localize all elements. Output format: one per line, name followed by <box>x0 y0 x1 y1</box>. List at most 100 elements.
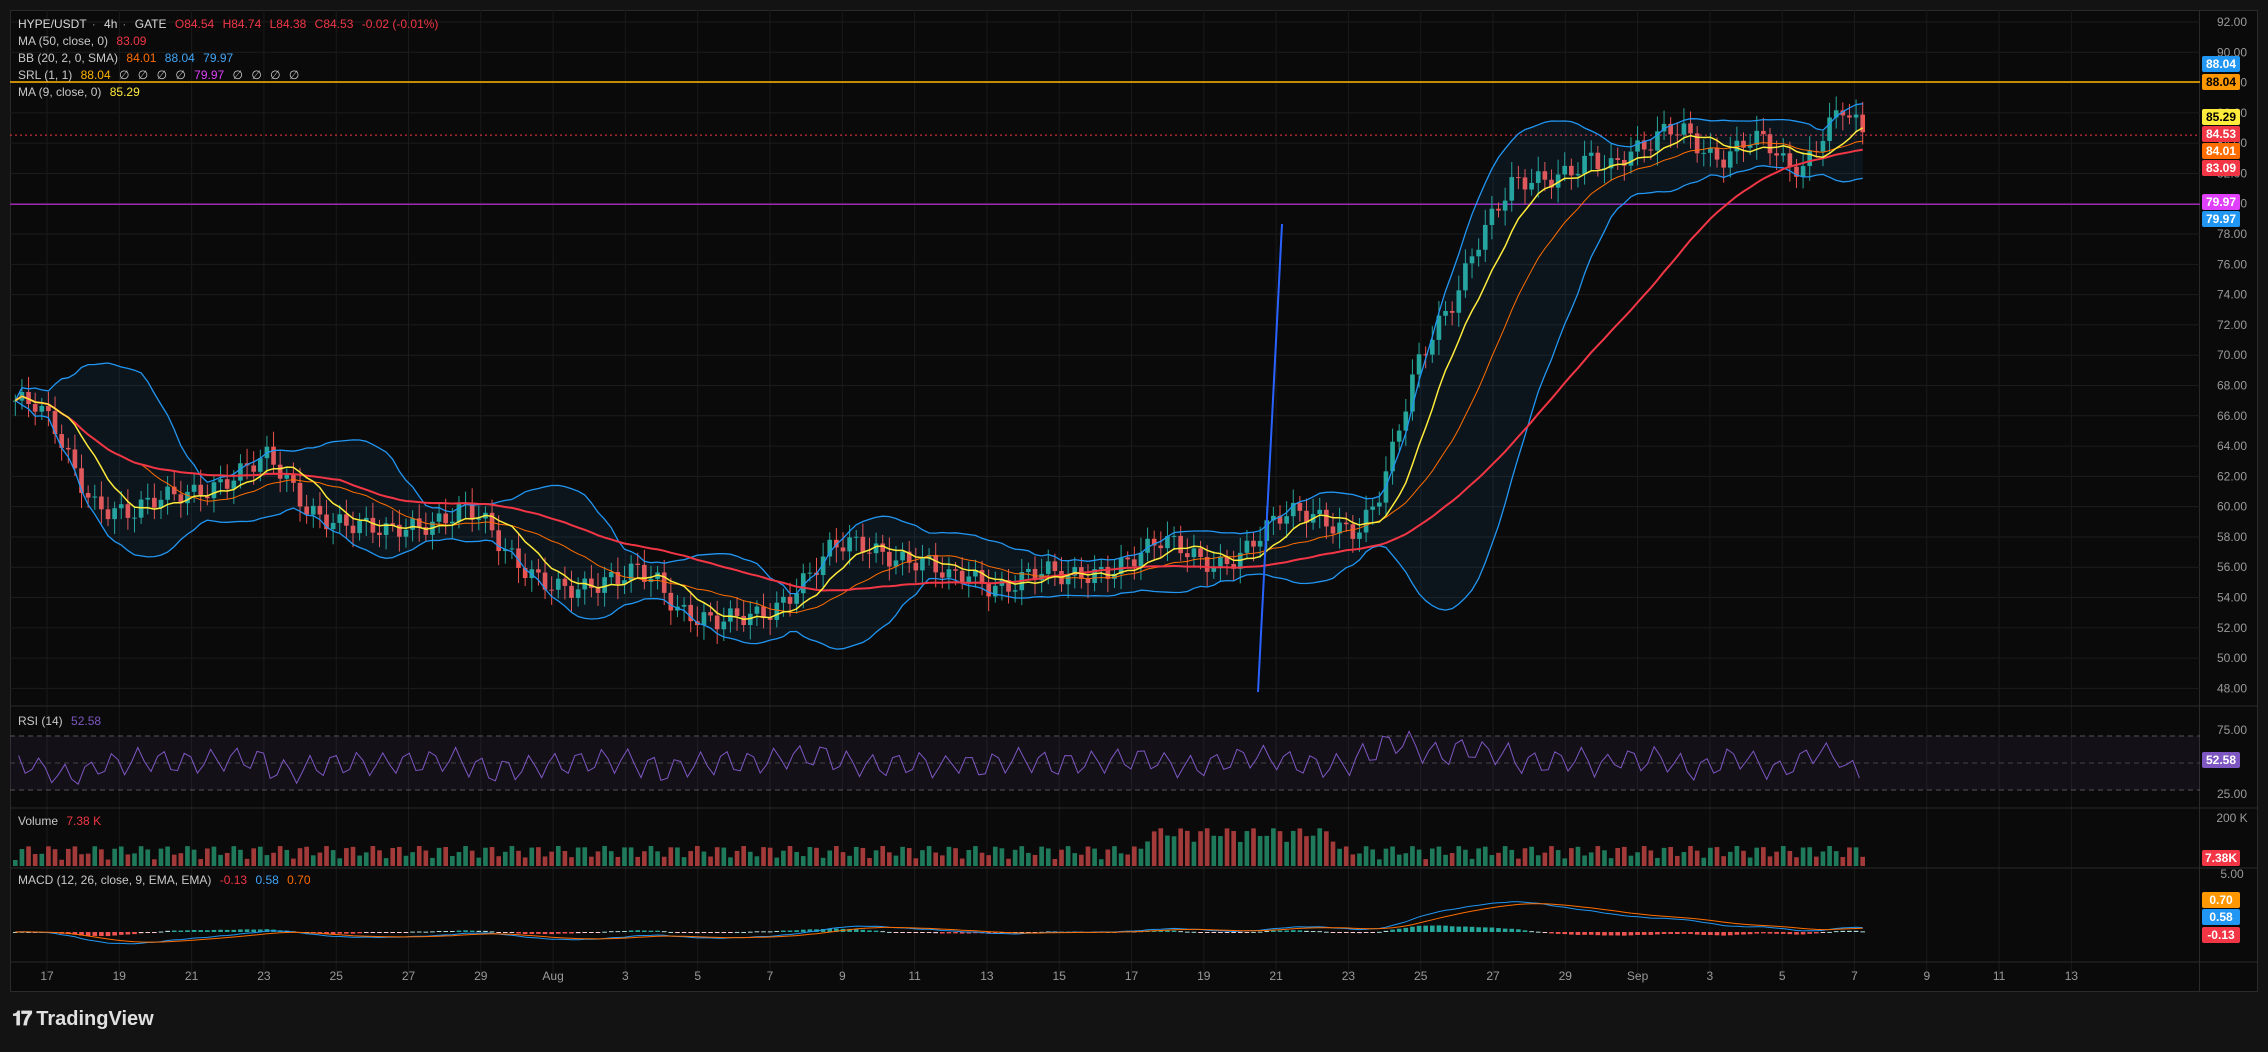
volume-bar <box>344 848 349 866</box>
volume-bar <box>1708 847 1713 866</box>
macd-signal-line <box>15 903 1863 943</box>
macd-histogram-bar <box>1727 932 1733 936</box>
candle-body <box>516 548 521 568</box>
macd-histogram-bar <box>1324 931 1329 933</box>
candle-body <box>85 493 91 498</box>
volume-label: Volume <box>18 814 59 828</box>
macd-histogram-bar <box>1549 932 1554 934</box>
volume-bar <box>383 858 389 866</box>
volume-bar <box>1476 848 1481 866</box>
time-tick-label: 11 <box>1993 969 2006 983</box>
candle-body <box>344 514 349 526</box>
macd-histogram-bar <box>171 930 177 932</box>
macd-histogram-bar <box>1794 932 1799 935</box>
candle-body <box>1443 310 1448 316</box>
macd-histogram-bar <box>218 929 223 932</box>
volume-bar <box>1363 846 1369 866</box>
ma9-legend[interactable]: MA (9, close, 0) 85.29 <box>18 85 145 99</box>
macd-histogram-bar <box>741 931 746 933</box>
candle-body <box>158 499 164 508</box>
candle-body <box>1085 578 1091 584</box>
srl-legend[interactable]: SRL (1, 1) 88.04 ∅ ∅ ∅ ∅ 79.97 ∅ ∅ ∅ ∅ <box>18 68 304 82</box>
candle-body <box>191 484 197 492</box>
volume-bar <box>257 846 263 866</box>
volume-bar <box>1628 855 1634 866</box>
candle-body <box>807 572 813 574</box>
macd-histogram-bar <box>1655 932 1660 935</box>
ma9-label: MA (9, close, 0) <box>18 85 102 99</box>
candle-body <box>1410 374 1415 412</box>
volume-bar <box>1423 859 1428 866</box>
macd-histogram-bar <box>1377 931 1382 933</box>
macd-histogram-bar <box>582 932 588 933</box>
candle-body <box>714 615 720 630</box>
macd-histogram-bar <box>463 930 468 932</box>
candle-body <box>1701 152 1707 154</box>
macd-legend[interactable]: MACD (12, 26, close, 9, EMA, EMA) -0.13 … <box>18 873 316 887</box>
volume-bar <box>608 851 614 866</box>
candle-body <box>1370 506 1376 510</box>
macd-histogram-bar <box>1277 930 1283 932</box>
volume-bar <box>1542 852 1548 866</box>
candle-body <box>1191 548 1197 558</box>
candle-body <box>1754 130 1760 145</box>
candle-body <box>310 505 316 515</box>
volume-bar <box>595 851 601 866</box>
symbol-pair[interactable]: HYPE/USDT <box>18 17 87 31</box>
volume-bar <box>1853 847 1859 866</box>
volume-bar <box>502 851 508 866</box>
candle-body <box>178 494 184 504</box>
volume-bar <box>1449 853 1455 866</box>
macd-histogram-bar <box>1403 927 1409 932</box>
candle-body <box>1039 573 1044 581</box>
volume-legend[interactable]: Volume 7.38 K <box>18 814 106 828</box>
symbol-legend[interactable]: HYPE/USDT · 4h · GATE O84.54 H84.74 L84.38… <box>18 17 439 31</box>
macd-histogram-bar <box>1741 932 1746 935</box>
volume-bar <box>132 853 137 866</box>
macd-histogram-bar <box>1184 931 1190 933</box>
price-tick-label: 66.00 <box>2217 409 2247 423</box>
tradingview-logo[interactable]: 𝟏𝟕 TradingView <box>12 1008 154 1031</box>
rsi-legend[interactable]: RSI (14) 52.58 <box>18 714 106 728</box>
volume-bar <box>19 849 25 866</box>
macd-histogram-bar <box>1357 932 1362 934</box>
candle-body <box>741 615 746 626</box>
candle-body <box>628 563 634 581</box>
candle-body <box>1648 149 1654 151</box>
candle-body <box>1118 557 1124 574</box>
candle-body <box>1774 153 1779 156</box>
macd-histogram-bar <box>105 932 111 937</box>
candle-body <box>218 479 223 483</box>
volume-bar <box>171 854 177 866</box>
candle-body <box>1482 224 1488 250</box>
macd-histogram-bar <box>668 931 674 933</box>
volume-bar <box>224 852 230 866</box>
candle-body <box>205 496 210 499</box>
macd-histogram-bar <box>1734 932 1740 935</box>
ma50-legend[interactable]: MA (50, close, 0) 83.09 <box>18 34 151 48</box>
candle-body <box>324 514 329 530</box>
candle-body <box>125 504 131 518</box>
candle-body <box>1350 524 1356 539</box>
volume-bar <box>695 846 700 866</box>
candle-body <box>1780 153 1786 156</box>
candle-body <box>1105 566 1111 579</box>
bb-legend[interactable]: BB (20, 2, 0, SMA) 84.01 88.04 79.97 <box>18 51 238 65</box>
volume-bar <box>39 853 45 866</box>
volume-bar <box>185 846 190 866</box>
rsi-level-label: 25.00 <box>2217 787 2247 801</box>
volume-bar <box>436 847 442 866</box>
macd-histogram-bar <box>1482 927 1488 932</box>
volume-bar <box>1688 846 1693 866</box>
candle-body <box>860 536 866 553</box>
candle-body <box>1549 179 1554 188</box>
tag-ma9: 85.29 <box>2202 109 2240 125</box>
time-tick-label: 9 <box>1923 969 1930 983</box>
candle-body <box>1218 556 1223 567</box>
bollinger-band-fill <box>15 103 1863 650</box>
macd-histogram-bar <box>1211 932 1217 933</box>
price-tick-label: 92.00 <box>2217 15 2247 29</box>
volume-bar <box>1522 848 1528 866</box>
volume-bar <box>1125 854 1131 866</box>
volume-bar <box>443 847 449 866</box>
